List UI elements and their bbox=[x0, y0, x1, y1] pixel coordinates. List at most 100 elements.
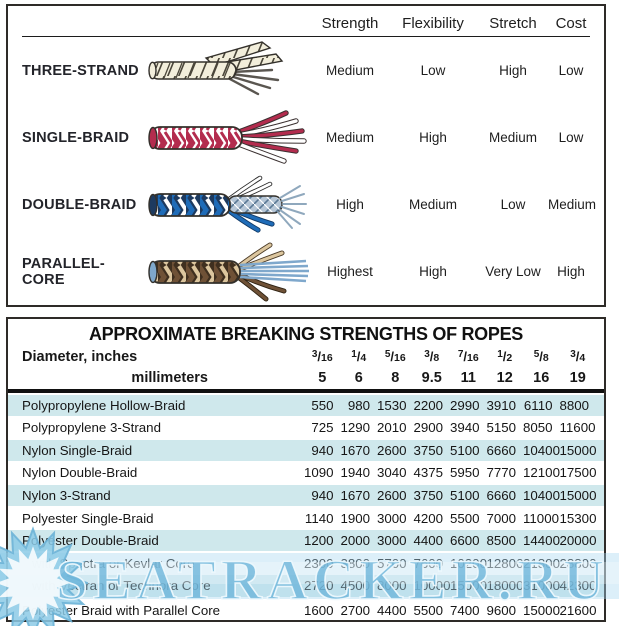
comparison-row-three-strand: THREE-STRAND Medium Low High bbox=[22, 37, 590, 104]
strength-value-cell: 3750 bbox=[413, 488, 444, 503]
breaking-strengths-panel: APPROXIMATE BREAKING STRENGTHS OF ROPES … bbox=[6, 317, 606, 622]
table-row: Nylon Single-Braid 940 1670 2600 3750 5100 66… bbox=[8, 439, 604, 462]
strength-value-cell: 4375 bbox=[413, 465, 444, 481]
strength-value-cell: 6600 bbox=[450, 533, 480, 549]
fraction-slash: / bbox=[575, 349, 580, 364]
strength-value-cell: 1600 bbox=[304, 602, 334, 618]
strength-value-cell: 21800 bbox=[523, 555, 560, 571]
flexibility-value: High bbox=[419, 264, 447, 279]
fraction-slash: / bbox=[356, 349, 361, 364]
table-title: APPROXIMATE BREAKING STRENGTHS OF ROPES bbox=[88, 324, 523, 344]
strength-value-cell: 1900 bbox=[340, 510, 371, 526]
strength-value-cell: 2010 bbox=[377, 420, 407, 436]
fraction-denominator: 2 bbox=[506, 352, 513, 364]
strength-value-cell: 4400 bbox=[377, 602, 407, 618]
fraction-denominator: 8 bbox=[542, 352, 549, 364]
stretch-value: Low bbox=[500, 197, 526, 212]
fraction-denominator: 16 bbox=[321, 352, 333, 364]
diameter-mm-value: 12 bbox=[496, 370, 513, 386]
table-row: Nylon 3-Strand 940 1670 2600 3750 5100 6660 10… bbox=[8, 484, 604, 507]
strength-value-cell: 9600 bbox=[486, 602, 517, 618]
rope-name-cell: Polypropylene 3-Strand bbox=[22, 420, 161, 436]
strength-value-cell: 5950 bbox=[450, 465, 480, 481]
flexibility-value: High bbox=[419, 130, 447, 145]
fraction-numerator: 7 bbox=[457, 348, 464, 360]
double-braid-rope-illustration bbox=[148, 175, 307, 233]
strength-value-cell: 10000 bbox=[413, 578, 451, 594]
cost-value: Low bbox=[558, 130, 584, 145]
diameter-inches-value: 3/4 bbox=[560, 348, 597, 366]
rope-name-cell: Polypropylene Hollow-Braid bbox=[22, 397, 186, 413]
strength-value-cell: 6660 bbox=[486, 442, 517, 458]
strength-value-cell: 2300 bbox=[304, 555, 334, 571]
diameter-mm-row: millimeters 5 6 8 9.5 11 12 16 19 bbox=[8, 368, 604, 388]
diameter-inches-value: 3/16 bbox=[304, 348, 341, 366]
fraction-denominator: 16 bbox=[394, 352, 406, 364]
column-header-strength: Strength bbox=[321, 14, 379, 32]
table-row: with Vectran or Technora Core 2720 4500 80… bbox=[8, 575, 604, 597]
strength-value-cell: 2990 bbox=[450, 397, 480, 413]
table-row: Polyester Double-Braid 1200 2000 3000 4400 6… bbox=[8, 529, 604, 552]
strength-value-cell: 5100 bbox=[450, 488, 480, 503]
strength-value-cell: 11600 bbox=[559, 420, 596, 436]
strength-value-cell: 940 bbox=[311, 442, 334, 458]
fraction-slash: / bbox=[429, 349, 434, 364]
strength-value-cell: 15000 bbox=[559, 488, 597, 503]
fraction-slash: / bbox=[502, 349, 507, 364]
rope-name-cell: Nylon 3-Strand bbox=[22, 488, 111, 503]
strength-value-cell: 5700 bbox=[377, 555, 407, 571]
strength-value-cell: 3000 bbox=[377, 533, 407, 549]
table-row: Polyester Braid with Parallel Core 1600 2… bbox=[8, 600, 604, 621]
fraction-denominator: 16 bbox=[467, 352, 479, 364]
strength-value-cell: 7000 bbox=[486, 510, 517, 526]
strength-value-cell: 3040 bbox=[377, 465, 407, 481]
fraction-denominator: 8 bbox=[433, 352, 440, 364]
strength-value-cell: 1670 bbox=[340, 442, 371, 458]
strength-value-cell: 7770 bbox=[486, 465, 517, 481]
strength-value-cell: 5500 bbox=[413, 602, 444, 618]
strength-value-cell: 2000 bbox=[340, 533, 371, 549]
strength-value-cell: 8500 bbox=[486, 533, 517, 549]
diameter-inches-value: 7/16 bbox=[450, 348, 487, 366]
strength-value-cell: 1290 bbox=[340, 420, 371, 436]
fraction-slash: / bbox=[317, 349, 321, 364]
column-header-flexibility: Flexibility bbox=[402, 14, 464, 32]
comparison-header-row: Strength Flexibility Stretch Cost bbox=[22, 12, 590, 37]
strength-value-cell: 2600 bbox=[377, 442, 407, 458]
single-braid-rope-illustration bbox=[148, 109, 307, 164]
diameter-inches-row: Diameter, inches 3/16 1/4 5/16 3/8 7/16 1/2 5/… bbox=[8, 346, 604, 368]
table-row: Polypropylene 3-Strand 725 1290 2010 2900 39… bbox=[8, 417, 604, 438]
strength-value-cell: 2720 bbox=[304, 578, 334, 594]
strength-value-cell: 1670 bbox=[340, 488, 371, 503]
strength-value-cell: 3750 bbox=[413, 442, 444, 458]
strength-value-cell: 18000 bbox=[486, 578, 524, 594]
strength-value-cell: 980 bbox=[347, 397, 370, 413]
strength-value-cell: 725 bbox=[311, 420, 334, 436]
strength-value-cell: 1200 bbox=[304, 533, 334, 549]
rope-name-cell: Polyester Braid with Parallel Core bbox=[22, 602, 221, 618]
table-row: Polyester Single-Braid 1140 1900 3000 4200 5… bbox=[8, 507, 604, 528]
strength-value-cell: 4500 bbox=[340, 578, 371, 594]
strength-value-cell: 15000 bbox=[523, 602, 560, 618]
comparison-row-parallel-core: PARALLEL-CORE bbox=[22, 238, 590, 305]
strength-value-cell: 940 bbox=[311, 488, 334, 503]
rope-name-cell: Nylon Single-Braid bbox=[22, 442, 133, 458]
table-row: Nylon Double-Braid 1090 1940 3040 4375 5950 7… bbox=[8, 462, 604, 483]
strength-value-cell: 10200 bbox=[450, 555, 487, 571]
diameter-mm-value: 11 bbox=[460, 370, 476, 386]
rope-type-label: PARALLEL-CORE bbox=[22, 255, 105, 288]
strength-value-cell: 5100 bbox=[450, 442, 480, 458]
strength-value-cell: 7400 bbox=[450, 602, 480, 618]
diameter-mm-label: millimeters bbox=[131, 370, 208, 386]
flexibility-value: Medium bbox=[408, 197, 457, 212]
fraction-numerator: 1 bbox=[497, 348, 503, 360]
cost-value: High bbox=[557, 264, 585, 279]
strength-value-cell: 5150 bbox=[486, 420, 517, 436]
strength-value-cell: 10400 bbox=[523, 442, 560, 458]
header-rule bbox=[8, 389, 604, 393]
strengths-rows: Polypropylene Hollow-Braid 550 980 1530 220… bbox=[8, 394, 604, 621]
rope-name-cell: with Spectra or Kevlar Core bbox=[32, 555, 195, 571]
diameter-inches-value: 5/16 bbox=[377, 348, 414, 366]
strength-value-cell: 8800 bbox=[559, 397, 590, 413]
strength-value-cell: 42300 bbox=[559, 578, 597, 594]
